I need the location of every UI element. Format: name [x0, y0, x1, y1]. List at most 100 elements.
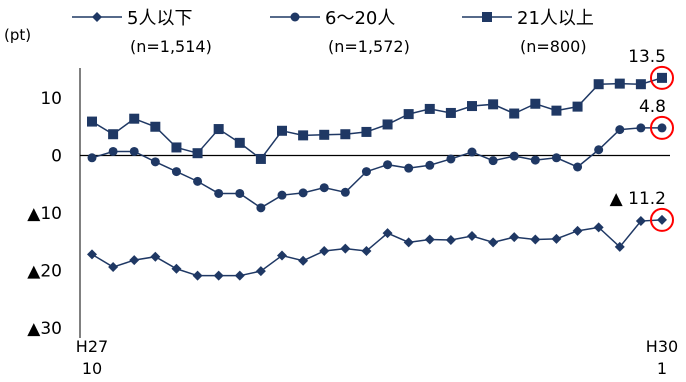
data-point [424, 234, 435, 245]
x-axis-tick-labels: H27 10 H30 1 [76, 337, 678, 378]
data-point [403, 237, 414, 248]
data-point [234, 270, 245, 281]
data-point [425, 160, 435, 170]
data-point [614, 241, 625, 252]
data-point [635, 79, 646, 90]
data-point [255, 266, 266, 277]
data-point [467, 101, 477, 112]
data-point [129, 255, 140, 266]
highlight-circle [650, 115, 674, 140]
data-point [573, 162, 583, 172]
data-point [488, 156, 498, 166]
data-point [277, 190, 287, 200]
legend-item: 5人以下 (n=1,514) [72, 8, 212, 56]
series-line [91, 77, 663, 161]
data-point [530, 155, 540, 165]
y-tick-label: ▲10 [27, 204, 62, 224]
data-point [383, 160, 393, 170]
data-point [298, 130, 309, 141]
legend-marker [92, 12, 102, 22]
data-point [446, 154, 456, 164]
data-point [509, 108, 520, 119]
legend-sample-size: (n=800) [520, 37, 587, 56]
series-line [91, 127, 662, 209]
data-point [171, 142, 182, 153]
data-point [594, 145, 604, 155]
data-point [467, 231, 477, 241]
y-tick-label: 10 [40, 89, 62, 109]
data-point [213, 124, 224, 135]
data-label: ▲ 11.2 [610, 189, 666, 209]
series-2 [87, 123, 667, 213]
data-point [108, 262, 119, 273]
data-point [87, 249, 97, 260]
data-point [150, 251, 161, 262]
data-label: 13.5 [628, 47, 666, 67]
data-point [635, 216, 646, 227]
x-tick-label-line2: 1 [657, 359, 667, 378]
data-label: 4.8 [639, 97, 666, 117]
data-point [424, 103, 435, 114]
data-point [382, 119, 393, 130]
data-point [340, 187, 350, 197]
legend: 5人以下 (n=1,514) 6～20人 (n=1,572) 21人以上 (n=800) [72, 8, 594, 56]
series-layer [87, 72, 667, 281]
x-tick-label-line1: H30 [646, 337, 678, 356]
data-point [129, 146, 139, 156]
y-tick-label: ▲30 [27, 319, 62, 339]
data-point [636, 123, 646, 133]
data-point [551, 153, 561, 163]
data-point [614, 78, 625, 89]
data-point [192, 270, 203, 281]
data-point [171, 167, 181, 177]
data-point [593, 79, 604, 90]
data-point [657, 123, 667, 133]
data-point [255, 153, 266, 164]
legend-sample-size: (n=1,514) [130, 37, 212, 56]
data-point [657, 72, 667, 83]
series-line [91, 219, 663, 277]
data-point [615, 125, 625, 135]
y-unit-label: (pt) [4, 26, 31, 44]
data-point [572, 225, 583, 236]
data-point [382, 228, 393, 239]
data-point [361, 245, 372, 256]
data-point [445, 235, 456, 246]
annotation-layer: 13.5 4.8 ▲ 11.2 [610, 47, 674, 232]
data-point [361, 126, 372, 137]
legend-marker [290, 12, 300, 22]
data-point [192, 148, 203, 159]
data-point [319, 129, 330, 140]
highlight-circle [650, 207, 674, 232]
data-point [234, 137, 245, 148]
legend-label: 6～20人 [325, 8, 395, 29]
data-point [319, 183, 329, 193]
data-point [298, 188, 308, 198]
data-point [277, 125, 287, 136]
legend-marker [482, 12, 492, 22]
data-point [108, 146, 118, 156]
data-point [509, 232, 520, 243]
data-point [319, 245, 330, 256]
data-point [551, 233, 562, 244]
y-axis-tick-labels: 10 0 ▲10 ▲20 ▲30 [27, 89, 62, 339]
data-point [530, 234, 541, 245]
data-point [361, 167, 371, 177]
legend-sample-size: (n=1,572) [328, 37, 410, 56]
data-point [235, 188, 245, 198]
data-point [467, 147, 477, 157]
data-point [509, 151, 519, 161]
legend-item: 6～20人 (n=1,572) [270, 8, 410, 56]
data-point [403, 109, 414, 120]
data-point [87, 153, 97, 163]
y-tick-label: 0 [51, 147, 62, 167]
data-point [445, 107, 456, 118]
data-point [108, 129, 119, 140]
data-point [171, 263, 182, 274]
data-point [488, 237, 499, 248]
series-1 [87, 214, 667, 281]
data-point [213, 270, 224, 281]
data-point [193, 176, 203, 186]
data-point [593, 222, 604, 233]
data-point [256, 203, 266, 213]
